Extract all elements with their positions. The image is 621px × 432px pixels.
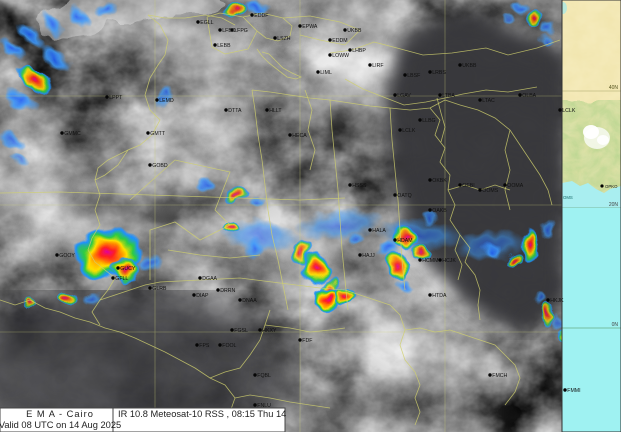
svg-text:FDF: FDF [302, 338, 312, 344]
svg-text:LEBB: LEBB [217, 43, 231, 49]
svg-text:HLLT: HLLT [269, 108, 282, 114]
svg-text:LEMD: LEMD [159, 98, 174, 104]
svg-text:FOOL: FOOL [222, 343, 236, 349]
svg-text:HALA: HALA [372, 228, 386, 234]
svg-text:FMMI: FMMI [567, 388, 580, 394]
svg-text:DRRN: DRRN [220, 288, 235, 294]
svg-text:EDDF: EDDF [254, 13, 268, 19]
svg-text:GOBD: GOBD [152, 163, 168, 169]
svg-text:UKBB: UKBB [462, 63, 477, 69]
svg-text:DIAP: DIAP [196, 293, 209, 299]
svg-text:LFPG: LFPG [234, 28, 248, 34]
svg-text:FGSL: FGSL [234, 328, 248, 334]
svg-text:FPS: FPS [199, 343, 210, 349]
svg-text:LLBG: LLBG [422, 118, 435, 124]
svg-text:HTDA: HTDA [432, 293, 447, 299]
svg-text:OMS: OMS [563, 195, 573, 200]
svg-text:GMTT: GMTT [150, 131, 166, 137]
svg-text:LPPT: LPPT [109, 95, 123, 101]
svg-text:LSZH: LSZH [277, 36, 291, 42]
svg-text:GOOY: GOOY [59, 253, 75, 259]
svg-text:GMMC: GMMC [64, 131, 81, 137]
svg-text:LCLK: LCLK [402, 128, 416, 134]
svg-text:OOMA: OOMA [507, 183, 523, 189]
svg-text:HCJK: HCJK [442, 258, 456, 264]
svg-text:DGAA: DGAA [202, 276, 217, 282]
svg-text:40N: 40N [609, 85, 619, 91]
svg-text:LIML: LIML [320, 70, 332, 76]
svg-text:HKJK: HKJK [550, 298, 564, 304]
svg-text:OPKO: OPKO [605, 184, 618, 189]
svg-text:EDDM: EDDM [332, 38, 347, 44]
svg-text:LCLK: LCLK [562, 108, 576, 114]
svg-text:IR 10.8 Meteosat-10 RSS , 08:1: IR 10.8 Meteosat-10 RSS , 08:15 Thu 14 [118, 409, 286, 419]
svg-text:FQBL: FQBL [257, 373, 271, 379]
svg-text:UKBB: UKBB [347, 28, 362, 34]
svg-text:FNLU: FNLU [257, 403, 271, 409]
svg-text:OLBA: OLBA [522, 93, 536, 99]
svg-text:Valid 08 UTC on 14 Aug 2025: Valid 08 UTC on 14 Aug 2025 [0, 420, 121, 430]
svg-text:HECA: HECA [292, 133, 307, 139]
svg-text:LGAV: LGAV [397, 93, 411, 99]
svg-text:HCMM: HCMM [422, 258, 438, 264]
svg-text:LTBA: LTBA [442, 93, 455, 99]
svg-text:LHBP: LHBP [352, 48, 366, 54]
svg-text:OOMS: OOMS [482, 188, 498, 194]
svg-text:HSSS: HSSS [352, 183, 367, 189]
svg-text:LIRF: LIRF [372, 63, 383, 69]
svg-text:DNAA: DNAA [242, 298, 257, 304]
svg-text:EGLL: EGLL [200, 20, 213, 26]
svg-text:DTTA: DTTA [228, 108, 242, 114]
svg-text:LOWW: LOWW [332, 53, 349, 59]
svg-text:HKXY: HKXY [262, 328, 277, 334]
svg-text:LTAC: LTAC [482, 98, 495, 104]
svg-text:HDAM: HDAM [397, 238, 412, 244]
svg-text:OAKB: OAKB [432, 208, 447, 214]
svg-text:GLRB: GLRB [152, 286, 167, 292]
svg-text:0N: 0N [612, 322, 619, 328]
svg-text:GFLL: GFLL [115, 276, 128, 282]
svg-text:OATQ: OATQ [397, 193, 411, 199]
svg-text:20N: 20N [609, 202, 619, 208]
svg-text:EPWA: EPWA [302, 24, 318, 30]
svg-text:OKBK: OKBK [432, 178, 447, 184]
svg-text:LRBS: LRBS [432, 70, 446, 76]
svg-text:GUCY: GUCY [120, 266, 136, 272]
svg-text:OEBI: OEBI [462, 183, 474, 189]
svg-text:FMCH: FMCH [492, 373, 507, 379]
svg-text:LBSF: LBSF [407, 73, 420, 79]
svg-text:LFBO: LFBO [222, 28, 236, 34]
svg-text:HAJJ: HAJJ [362, 253, 375, 259]
svg-text:E M A - Cairo: E M A - Cairo [26, 409, 94, 419]
